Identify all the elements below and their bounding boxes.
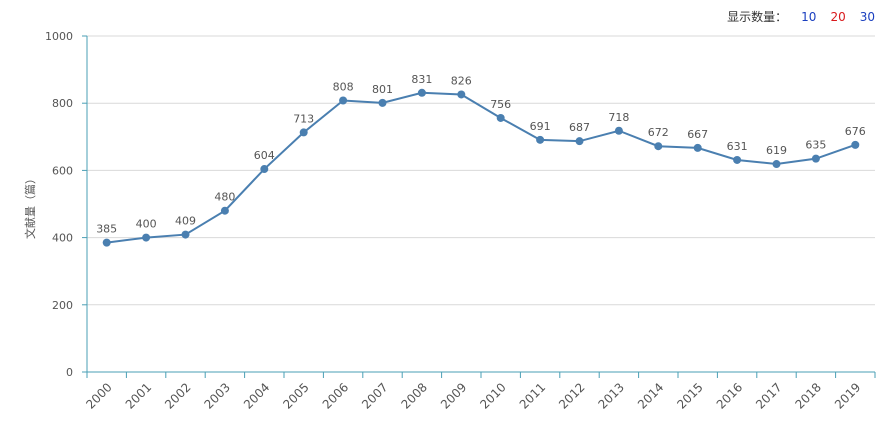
y-tick-label-1000: 1000 bbox=[45, 30, 73, 43]
y-axis-title: 文献量（篇） bbox=[23, 173, 37, 239]
data-label-2019: 676 bbox=[845, 125, 866, 138]
data-label-2003: 480 bbox=[214, 191, 235, 204]
data-point-2007 bbox=[378, 98, 387, 107]
x-tick-label-2017: 2017 bbox=[753, 380, 784, 411]
data-label-2011: 691 bbox=[530, 120, 551, 133]
x-tick-label-2006: 2006 bbox=[320, 380, 351, 411]
x-tick-label-2012: 2012 bbox=[556, 380, 587, 411]
x-tick-label-2010: 2010 bbox=[477, 380, 508, 411]
data-point-2015 bbox=[693, 143, 702, 152]
y-tick-label-0: 0 bbox=[66, 366, 73, 379]
x-tick-label-2014: 2014 bbox=[635, 380, 666, 411]
data-point-2006 bbox=[339, 96, 348, 105]
x-tick-label-2001: 2001 bbox=[123, 380, 154, 411]
data-point-2000 bbox=[102, 238, 111, 247]
data-point-2008 bbox=[417, 88, 426, 97]
x-tick-label-2002: 2002 bbox=[162, 380, 193, 411]
x-tick-label-2009: 2009 bbox=[438, 380, 469, 411]
data-label-2012: 687 bbox=[569, 121, 590, 134]
data-label-2014: 672 bbox=[648, 126, 669, 139]
data-point-2002 bbox=[181, 230, 190, 239]
data-label-2005: 713 bbox=[293, 112, 314, 125]
data-label-2007: 801 bbox=[372, 83, 393, 96]
x-tick-label-2018: 2018 bbox=[793, 380, 824, 411]
count-selector: 显示数量： 10 20 30 bbox=[727, 8, 875, 25]
y-tick-label-800: 800 bbox=[52, 97, 73, 110]
data-label-2010: 756 bbox=[490, 98, 511, 111]
data-point-2012 bbox=[575, 137, 584, 146]
data-label-2008: 831 bbox=[411, 73, 432, 86]
y-tick-label-400: 400 bbox=[52, 232, 73, 245]
data-point-2005 bbox=[299, 128, 308, 137]
data-label-2000: 385 bbox=[96, 223, 117, 236]
data-label-2013: 718 bbox=[608, 111, 629, 124]
x-tick-label-2004: 2004 bbox=[241, 380, 272, 411]
x-tick-label-2000: 2000 bbox=[83, 380, 114, 411]
x-tick-label-2016: 2016 bbox=[714, 380, 745, 411]
data-point-2019 bbox=[851, 140, 860, 149]
data-point-2001 bbox=[142, 233, 151, 242]
data-point-2003 bbox=[220, 206, 229, 215]
data-label-2009: 826 bbox=[451, 74, 472, 87]
x-tick-label-2003: 2003 bbox=[202, 380, 233, 411]
data-point-2016 bbox=[733, 155, 742, 164]
x-tick-label-2007: 2007 bbox=[359, 380, 390, 411]
data-point-2018 bbox=[811, 154, 820, 163]
count-option-20[interactable]: 20 bbox=[830, 9, 846, 24]
x-tick-label-2013: 2013 bbox=[596, 380, 627, 411]
data-label-2016: 631 bbox=[727, 140, 748, 153]
data-label-2017: 619 bbox=[766, 144, 787, 157]
data-label-2006: 808 bbox=[333, 81, 354, 94]
data-point-2014 bbox=[654, 142, 663, 151]
x-tick-label-2019: 2019 bbox=[832, 380, 863, 411]
y-tick-label-600: 600 bbox=[52, 164, 73, 177]
data-point-2009 bbox=[457, 90, 466, 99]
x-tick-label-2011: 2011 bbox=[517, 380, 548, 411]
data-label-2018: 635 bbox=[805, 139, 826, 152]
series-line-0 bbox=[106, 91, 856, 244]
y-tick-label-200: 200 bbox=[52, 299, 73, 312]
data-point-2010 bbox=[496, 113, 505, 122]
data-point-2017 bbox=[772, 160, 781, 169]
data-label-2015: 667 bbox=[687, 128, 708, 141]
x-tick-label-2005: 2005 bbox=[280, 380, 311, 411]
count-option-10[interactable]: 10 bbox=[801, 9, 817, 24]
data-label-2002: 409 bbox=[175, 215, 196, 228]
x-tick-label-2008: 2008 bbox=[399, 380, 430, 411]
data-point-2011 bbox=[536, 135, 545, 144]
count-option-30[interactable]: 30 bbox=[859, 9, 875, 24]
x-tick-label-2015: 2015 bbox=[674, 380, 705, 411]
count-selector-label: 显示数量： bbox=[727, 10, 788, 24]
data-point-2013 bbox=[614, 126, 623, 135]
data-label-2001: 400 bbox=[136, 218, 157, 231]
data-label-2004: 604 bbox=[254, 149, 275, 162]
data-point-2004 bbox=[260, 165, 269, 174]
